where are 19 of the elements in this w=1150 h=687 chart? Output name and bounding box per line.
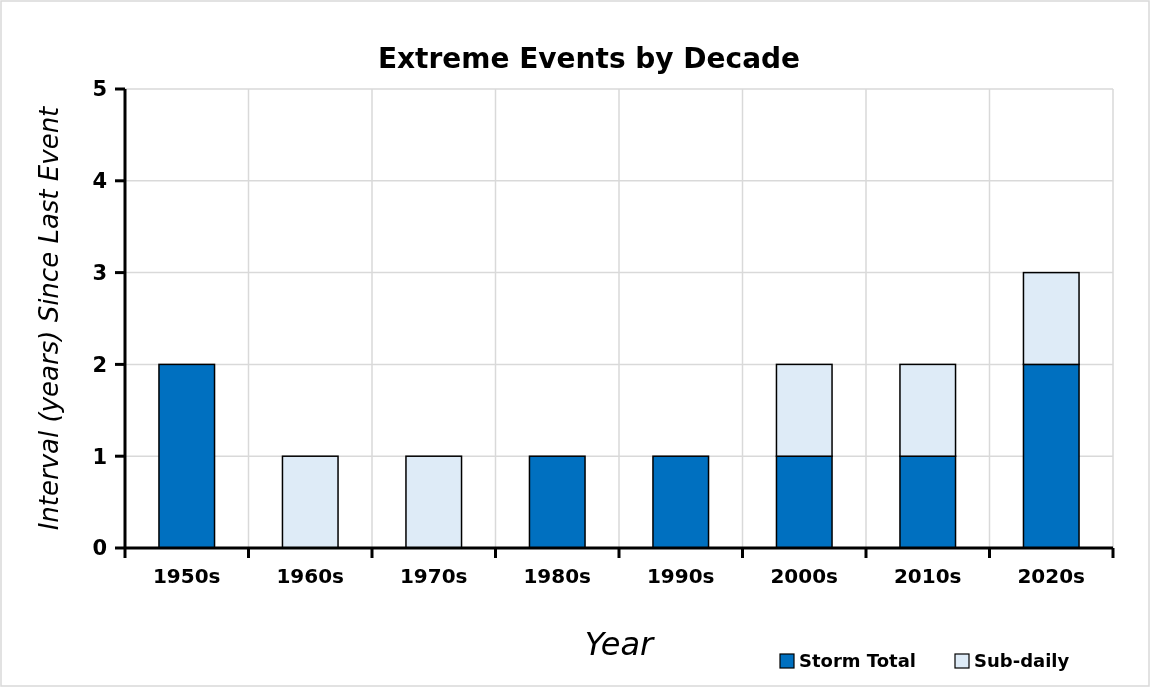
- chart-title: Extreme Events by Decade: [377, 42, 801, 75]
- y-tick-label: 0: [92, 536, 107, 561]
- y-tick-label: 4: [92, 169, 107, 194]
- x-tick-label: 2000s: [770, 564, 839, 588]
- y-tick-label: 1: [92, 444, 107, 469]
- x-tick-label: 1980s: [523, 564, 592, 588]
- y-axis-title: Interval (years) Since Last Event: [34, 105, 64, 531]
- y-tick-label: 2: [92, 352, 107, 377]
- y-tick-label: 5: [92, 77, 107, 102]
- legend-label: Sub-daily: [974, 650, 1070, 672]
- x-axis-title: Year: [584, 625, 656, 663]
- x-tick-label: 1990s: [646, 564, 715, 588]
- y-tick-label: 3: [92, 260, 107, 285]
- legend-label: Storm Total: [799, 650, 917, 672]
- x-tick-label: 2020s: [1017, 564, 1086, 588]
- x-tick-label: 2010s: [893, 564, 962, 588]
- x-tick-label: 1960s: [276, 564, 345, 588]
- x-tick-label: 1970s: [399, 564, 468, 588]
- x-tick-label: 1950s: [152, 564, 221, 588]
